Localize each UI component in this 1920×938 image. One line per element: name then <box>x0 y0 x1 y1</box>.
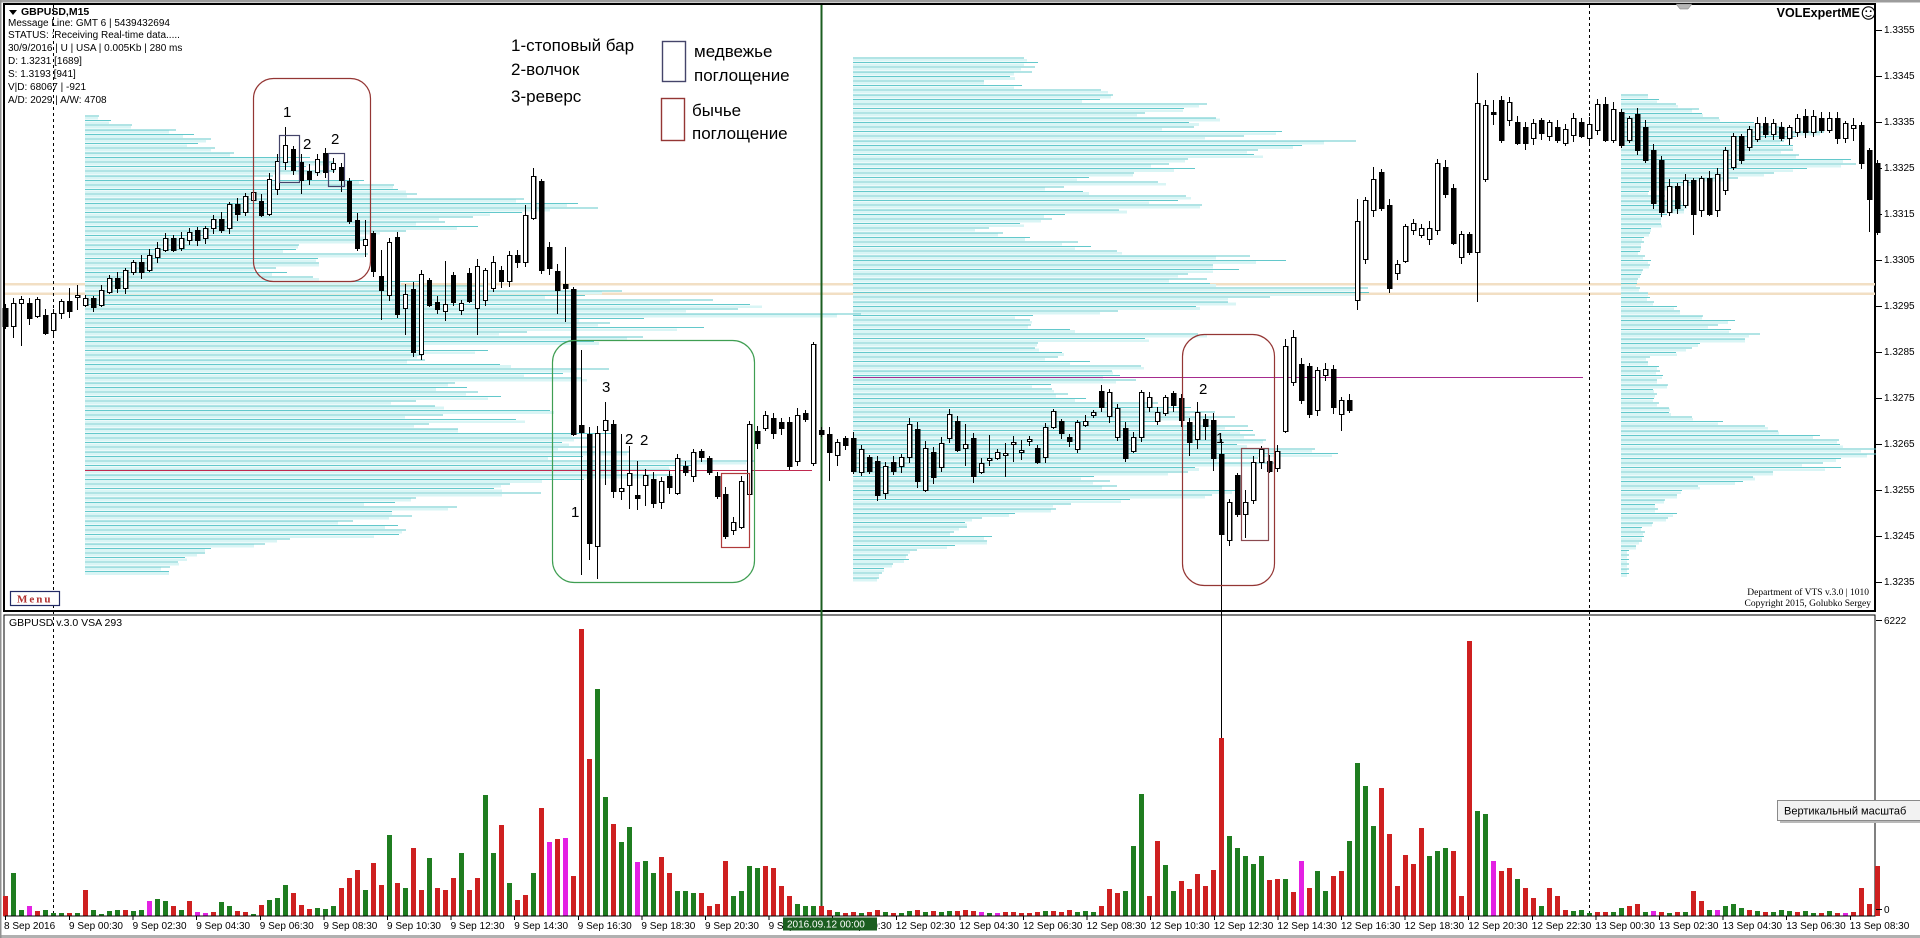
svg-text:1.3235: 1.3235 <box>1884 577 1915 588</box>
svg-text:30/9/2016 | U | USA | 0.005Kb: 30/9/2016 | U | USA | 0.005Kb | 280 ms <box>8 43 182 54</box>
svg-text:1.3355: 1.3355 <box>1884 25 1915 36</box>
svg-text:Copyright 2015, Golubko Sergey: Copyright 2015, Golubko Sergey <box>1745 599 1872 609</box>
svg-text:6222: 6222 <box>1884 616 1907 627</box>
svg-text:1.3315: 1.3315 <box>1884 209 1915 220</box>
svg-text:1.3285: 1.3285 <box>1884 347 1915 358</box>
svg-text:12 Sep 08:30: 12 Sep 08:30 <box>1087 921 1147 932</box>
svg-text:V|D: 68067 | -921: V|D: 68067 | -921 <box>8 82 86 93</box>
svg-text:13 Sep 06:30: 13 Sep 06:30 <box>1786 921 1846 932</box>
svg-text:2-волчок: 2-волчок <box>511 60 580 79</box>
svg-text:1.3345: 1.3345 <box>1884 71 1915 82</box>
svg-text:3: 3 <box>602 379 610 396</box>
svg-text:12 Sep 04:30: 12 Sep 04:30 <box>959 921 1019 932</box>
svg-text:9 Sep 14:30: 9 Sep 14:30 <box>514 921 568 932</box>
svg-text:1.3295: 1.3295 <box>1884 301 1915 312</box>
svg-text:2: 2 <box>331 131 339 148</box>
svg-text:1.3265: 1.3265 <box>1884 439 1915 450</box>
svg-text:13 Sep 08:30: 13 Sep 08:30 <box>1850 921 1910 932</box>
svg-text:12 Sep 10:30: 12 Sep 10:30 <box>1150 921 1210 932</box>
svg-text:9 Sep 02:30: 9 Sep 02:30 <box>133 921 187 932</box>
svg-text:медвежье: медвежье <box>694 42 772 61</box>
svg-text:поглощение: поглощение <box>694 66 790 85</box>
svg-text:9 Sep 16:30: 9 Sep 16:30 <box>578 921 632 932</box>
svg-text:13 Sep 04:30: 13 Sep 04:30 <box>1723 921 1783 932</box>
svg-text:13 Sep 00:30: 13 Sep 00:30 <box>1595 921 1655 932</box>
svg-text:2: 2 <box>1199 381 1207 398</box>
svg-text:D: 1.3231 [1689]: D: 1.3231 [1689] <box>8 56 82 67</box>
svg-text:Department of VTS v.3.0 | 101: Department of VTS v.3.0 | 1010 <box>1747 587 1869 598</box>
svg-text:9 Sep 18:30: 9 Sep 18:30 <box>641 921 695 932</box>
svg-text:9 Sep 00:30: 9 Sep 00:30 <box>69 921 123 932</box>
svg-text:8 Sep 2016: 8 Sep 2016 <box>4 921 56 932</box>
svg-text:9 Sep 20:30: 9 Sep 20:30 <box>705 921 759 932</box>
svg-text:STATUS: :Receiving Real-time d: STATUS: :Receiving Real-time data..... <box>8 30 180 41</box>
svg-text:VOLExpertME: VOLExpertME <box>1777 6 1860 20</box>
svg-text:1.3275: 1.3275 <box>1884 393 1915 404</box>
svg-text:12 Sep 06:30: 12 Sep 06:30 <box>1023 921 1083 932</box>
svg-text:12 Sep 12:30: 12 Sep 12:30 <box>1214 921 1274 932</box>
svg-text:1: 1 <box>571 504 579 521</box>
svg-text:9 Sep 08:30: 9 Sep 08:30 <box>323 921 377 932</box>
svg-text:1: 1 <box>1216 430 1224 447</box>
svg-text:1.3255: 1.3255 <box>1884 485 1915 496</box>
svg-text:2: 2 <box>640 432 648 449</box>
svg-text:9 Sep 04:30: 9 Sep 04:30 <box>196 921 250 932</box>
svg-text:Menu: Menu <box>17 594 53 606</box>
svg-text:Message Line: GMT 6 | 54394326: Message Line: GMT 6 | 5439432694 <box>8 18 170 29</box>
svg-text:12 Sep 02:30: 12 Sep 02:30 <box>896 921 956 932</box>
svg-text:1: 1 <box>283 104 291 121</box>
svg-text:12 Sep 18:30: 12 Sep 18:30 <box>1405 921 1465 932</box>
svg-text:поглощение: поглощение <box>692 124 788 143</box>
svg-text:1.3335: 1.3335 <box>1884 117 1915 128</box>
svg-text:A/D: 2029 | A/W: 4708: A/D: 2029 | A/W: 4708 <box>8 95 107 106</box>
svg-text:12 Sep 16:30: 12 Sep 16:30 <box>1341 921 1401 932</box>
svg-text:GBPUSD,M15: GBPUSD,M15 <box>21 6 89 18</box>
svg-text:1.3325: 1.3325 <box>1884 163 1915 174</box>
svg-text:12 Sep 22:30: 12 Sep 22:30 <box>1532 921 1592 932</box>
svg-text:2: 2 <box>625 431 633 448</box>
svg-text:9 Sep 12:30: 9 Sep 12:30 <box>451 921 505 932</box>
svg-text:0: 0 <box>1884 905 1890 916</box>
svg-text:бычье: бычье <box>692 101 741 120</box>
svg-text:GBPUSD v.3.0 VSA 293: GBPUSD v.3.0 VSA 293 <box>9 617 122 629</box>
svg-text:1.3305: 1.3305 <box>1884 255 1915 266</box>
svg-text:9 Sep 06:30: 9 Sep 06:30 <box>260 921 314 932</box>
svg-text:12 Sep 20:30: 12 Sep 20:30 <box>1468 921 1528 932</box>
svg-text:1-стоповый бар: 1-стоповый бар <box>511 36 634 55</box>
svg-text:S: 1.3193 [941]: S: 1.3193 [941] <box>8 69 76 80</box>
svg-text:2: 2 <box>303 136 311 153</box>
svg-text:9 Sep 10:30: 9 Sep 10:30 <box>387 921 441 932</box>
svg-text:1.3245: 1.3245 <box>1884 531 1915 542</box>
svg-text:3-реверс: 3-реверс <box>511 87 582 106</box>
svg-text:13 Sep 02:30: 13 Sep 02:30 <box>1659 921 1719 932</box>
svg-text:2016.09.12 00:00: 2016.09.12 00:00 <box>787 920 865 931</box>
svg-text:12 Sep 14:30: 12 Sep 14:30 <box>1277 921 1337 932</box>
svg-text:Вертикальный масштаб: Вертикальный масштаб <box>1784 806 1906 818</box>
